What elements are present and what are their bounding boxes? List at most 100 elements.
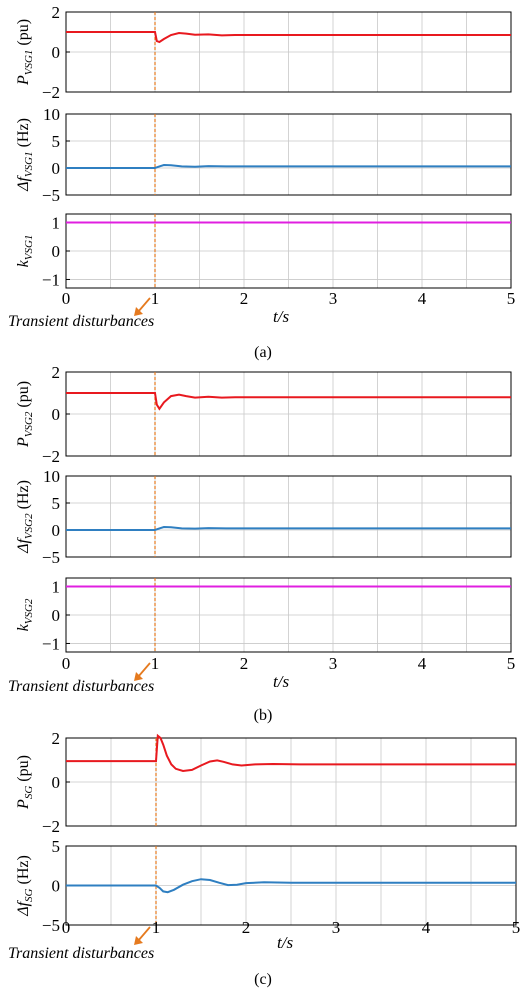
y-axis-label-unit: (Hz) xyxy=(15,855,32,888)
y-tick-label: −1 xyxy=(42,634,60,653)
y-tick-label: 5 xyxy=(52,132,61,151)
y-tick-label: 0 xyxy=(52,773,61,792)
x-tick-label: 1 xyxy=(151,289,160,308)
y-tick-label: −2 xyxy=(42,83,60,102)
y-axis-label-subscript: VSG1 xyxy=(23,235,35,261)
figure-caption: (c) xyxy=(254,971,272,988)
y-tick-label: 0 xyxy=(52,521,61,540)
figure-caption: (a) xyxy=(254,344,272,361)
figure-caption: (b) xyxy=(254,707,273,724)
y-axis-label: kVSG1 xyxy=(15,235,35,268)
y-axis-label-unit: (pu) xyxy=(15,381,32,412)
series-line xyxy=(66,31,511,44)
y-tick-label: 0 xyxy=(52,242,61,261)
panel-3: 1 0 −1 kVSG1 xyxy=(15,213,512,289)
annotation-arrow-head xyxy=(134,672,143,681)
y-tick-label: −1 xyxy=(42,270,60,289)
y-tick-label: 1 xyxy=(52,578,61,597)
y-axis-label-subscript: VSG2 xyxy=(23,598,35,624)
x-tick-label: 1 xyxy=(151,654,160,673)
panel-2: 10 5 0 −5 ΔfVSG1 (Hz) xyxy=(15,105,512,205)
y-tick-label: 0 xyxy=(52,43,61,62)
annotation-arrow-head xyxy=(134,307,143,316)
y-tick-label: −5 xyxy=(42,916,60,935)
y-tick-label: −5 xyxy=(42,186,60,205)
y-axis-label-main: Δf xyxy=(15,899,32,916)
x-tick-label: 3 xyxy=(332,918,341,937)
x-tick-label: 4 xyxy=(422,918,431,937)
series-line xyxy=(66,878,516,894)
x-axis-label: t/s xyxy=(273,307,289,326)
y-axis-label: ΔfVSG2 (Hz) xyxy=(15,480,35,554)
panel-1: 2 0 −2 PSG (pu) xyxy=(15,729,517,836)
annotation-arrow-shaft xyxy=(137,926,151,942)
x-tick-label: 5 xyxy=(507,654,516,673)
series-line xyxy=(66,392,511,411)
annotation-arrow-shaft xyxy=(137,297,151,313)
annotation-label: Transient disturbances xyxy=(8,678,154,695)
x-tick-label: 3 xyxy=(329,654,338,673)
y-axis-label-subscript: VSG1 xyxy=(23,151,35,177)
y-tick-label: 0 xyxy=(52,606,61,625)
y-axis-label-main: k xyxy=(15,623,32,631)
panel-3: 1 0 −1 kVSG2 xyxy=(15,577,512,653)
y-axis-label: PVSG1 (pu) xyxy=(15,19,35,86)
y-axis-label-main: k xyxy=(15,259,32,267)
y-axis-label-main: Δf xyxy=(15,537,32,554)
y-axis-label-subscript: VSG2 xyxy=(23,411,35,437)
y-tick-label: 5 xyxy=(52,494,61,513)
panel-1: 2 0 −2 PVSG1 (pu) xyxy=(15,3,512,102)
y-tick-label: 0 xyxy=(52,405,61,424)
y-axis-label: PSG (pu) xyxy=(15,755,35,810)
y-tick-label: −2 xyxy=(42,817,60,836)
y-axis-label-main: P xyxy=(15,799,32,810)
y-axis-label-unit: (pu) xyxy=(15,755,32,786)
y-axis-label-subscript: SG xyxy=(23,786,35,800)
annotation-label: Transient disturbances xyxy=(8,945,154,962)
y-axis-label-main: P xyxy=(15,437,32,448)
x-tick-label: 3 xyxy=(329,289,338,308)
annotation-arrow-shaft xyxy=(137,662,151,678)
y-axis-label-subscript: VSG1 xyxy=(23,50,35,76)
x-tick-label: 4 xyxy=(418,654,427,673)
x-axis-label: t/s xyxy=(273,672,289,691)
series-line xyxy=(66,525,511,531)
y-axis-label-main: Δf xyxy=(15,175,32,192)
series-line xyxy=(66,733,516,773)
x-tick-label: 4 xyxy=(418,289,427,308)
y-axis-label: ΔfSG (Hz) xyxy=(15,855,35,917)
plot-frame xyxy=(65,113,512,196)
y-tick-label: −2 xyxy=(42,447,60,466)
y-tick-label: 2 xyxy=(52,729,61,748)
x-tick-label: 0 xyxy=(62,654,71,673)
y-tick-label: 2 xyxy=(52,3,61,22)
x-tick-label: 2 xyxy=(242,918,251,937)
x-tick-label: 5 xyxy=(512,918,521,937)
panel-1: 2 0 −2 PVSG2 (pu) xyxy=(15,363,512,466)
x-tick-label: 2 xyxy=(240,654,249,673)
y-axis-label-subscript: VSG2 xyxy=(23,513,35,539)
y-axis-label: ΔfVSG1 (Hz) xyxy=(15,118,35,192)
y-tick-label: 5 xyxy=(52,837,61,856)
y-axis-label: PVSG2 (pu) xyxy=(15,381,35,448)
x-axis-label: t/s xyxy=(277,933,293,952)
annotation-label: Transient disturbances xyxy=(8,313,154,330)
y-axis-label-unit: (Hz) xyxy=(15,118,32,151)
x-tick-label: 2 xyxy=(240,289,249,308)
annotation-arrow-head xyxy=(134,936,143,945)
y-axis-label-unit: (pu) xyxy=(15,19,32,50)
y-tick-label: 0 xyxy=(52,877,61,896)
series-line xyxy=(66,163,511,169)
y-axis-label-unit: (Hz) xyxy=(15,480,32,513)
y-tick-label: 0 xyxy=(52,159,61,178)
y-tick-label: 10 xyxy=(43,105,60,124)
y-tick-label: 2 xyxy=(52,363,61,382)
x-tick-label: 0 xyxy=(62,918,71,937)
y-tick-label: −5 xyxy=(42,548,60,567)
y-axis-label-main: P xyxy=(15,75,32,86)
